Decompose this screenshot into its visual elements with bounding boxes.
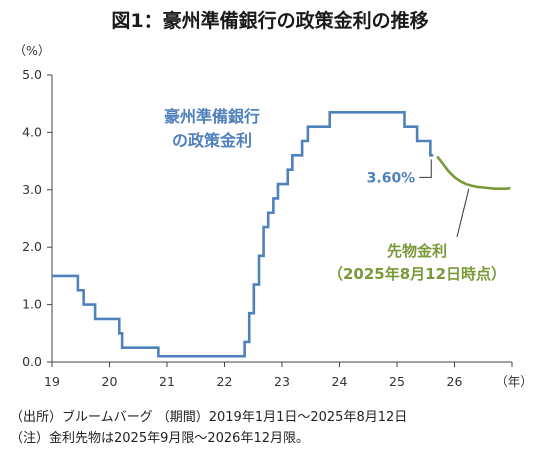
y-tick-label: 5.0 [22,67,42,82]
policy-rate-series-label: 豪州準備銀行の政策金利 [164,107,260,150]
chart-title: 図1：豪州準備銀行の政策金利の推移 [111,10,429,32]
remark-note: （注）金利先物は2025年9月限～2026年12月限。 [10,431,309,446]
x-tick-label: 25 [389,374,405,389]
y-tick-label: 0.0 [22,354,42,369]
futures-label-line: （2025年8月12日時点） [328,265,506,283]
series-layer [52,111,511,358]
x-tick-label: 24 [332,374,348,389]
y-tick-label: 1.0 [22,297,42,312]
policy-rate-label-line: の政策金利 [172,131,252,150]
y-tick-label: 2.0 [22,239,42,254]
x-tick-label: 23 [274,374,290,389]
policy-rate-label-line: 豪州準備銀行 [164,107,260,126]
x-tick-label: 19 [44,374,60,389]
futures-line [436,155,511,190]
x-tick-label: 21 [159,374,175,389]
policy-rate-line [52,111,434,358]
futures-label-line: 先物金利 [387,242,447,260]
source-note: （出所）ブルームバーグ （期間）2019年1月1日～2025年8月12日 [10,410,408,425]
annotation-label: 3.60% [367,170,416,186]
x-tick-label: 26 [447,374,463,389]
x-axis-unit: （年） [495,374,533,389]
y-tick-label: 3.0 [22,182,42,197]
futures-leader-line [456,188,470,238]
y-tick-label: 4.0 [22,124,42,139]
futures-series-label: 先物金利 （2025年8月12日時点） [328,242,506,283]
annotation-leader [419,159,432,178]
x-tick-label: 22 [217,374,233,389]
x-tick-label: 20 [102,374,118,389]
y-axis-unit: （%） [14,43,51,58]
axes: 0.0 1.0 2.0 3.0 4.0 5.0 （%） 19 20 21 22 23 24 25 26 （年） [14,43,533,389]
